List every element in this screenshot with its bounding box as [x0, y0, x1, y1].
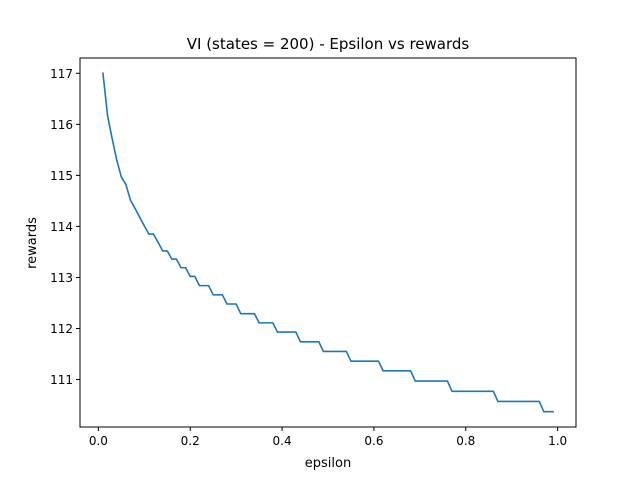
plot-series [102, 72, 554, 413]
y-tick-label: 111 [50, 373, 73, 387]
x-axis-ticks: 0.0 0.2 0.4 0.6 0.8 1.0 [89, 427, 567, 448]
y-tick-label: 113 [50, 271, 73, 285]
y-axis-ticks: 111 112 113 114 115 116 117 [50, 67, 80, 387]
axes-frame [79, 57, 577, 428]
y-tick-label: 116 [50, 118, 73, 132]
y-tick-label: 117 [50, 67, 73, 81]
y-tick-label: 115 [50, 169, 73, 183]
x-tick-label: 0.6 [364, 434, 383, 448]
x-tick-label: 0.0 [89, 434, 108, 448]
x-tick-label: 1.0 [548, 434, 567, 448]
y-axis-label: rewards [25, 217, 40, 269]
x-tick-label: 0.2 [181, 434, 200, 448]
y-tick-label: 114 [50, 220, 73, 234]
y-tick-label: 112 [50, 322, 73, 336]
x-tick-label: 0.8 [456, 434, 475, 448]
x-axis-label: epsilon [305, 456, 351, 471]
x-tick-label: 0.4 [273, 434, 292, 448]
chart-title: VI (states = 200) - Epsilon vs rewards [187, 35, 470, 53]
series-line-0 [102, 72, 554, 413]
